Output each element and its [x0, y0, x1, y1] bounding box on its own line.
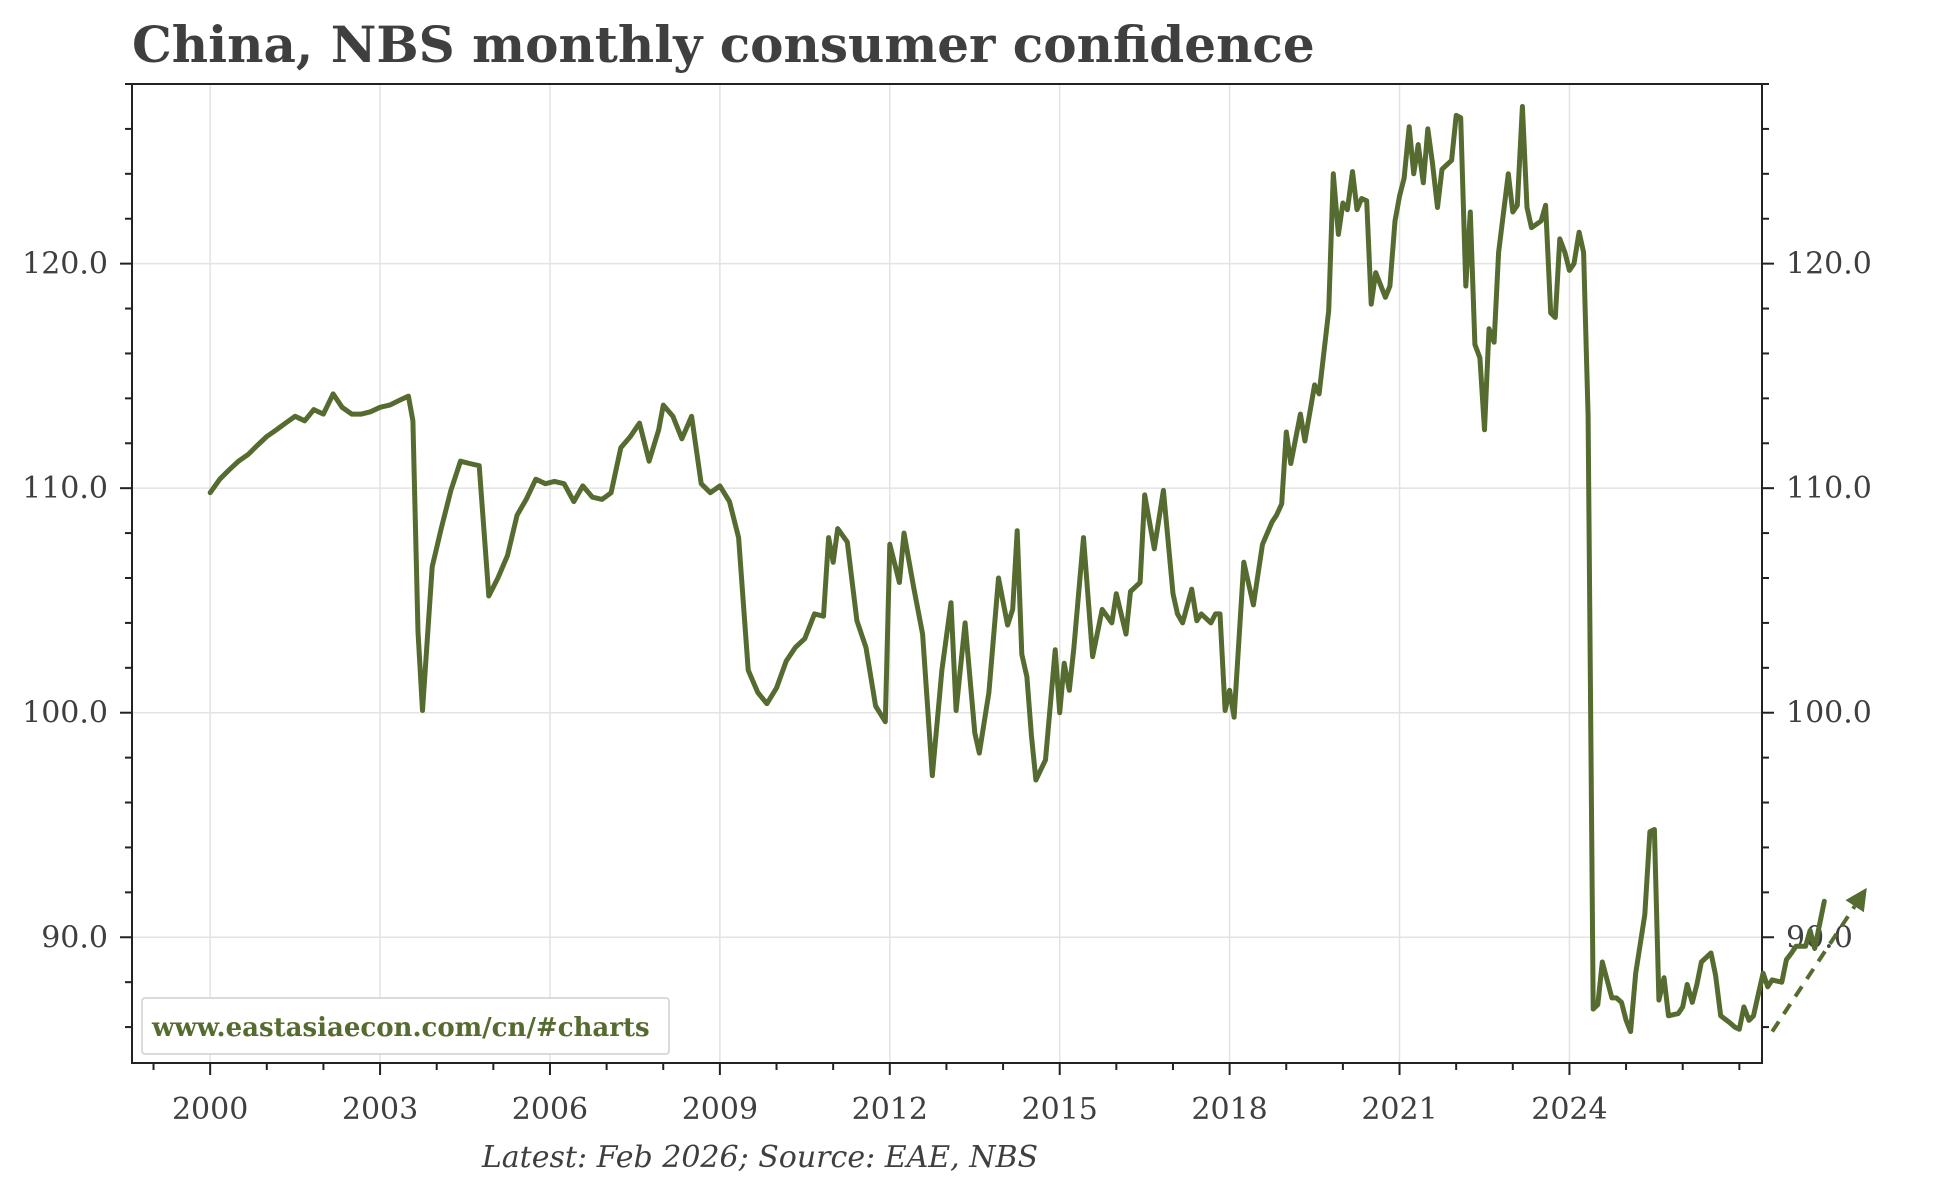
plot-frame	[131, 83, 1763, 1064]
y-tick-label-right: 100.0	[1786, 696, 1872, 731]
source-note: Latest: Feb 2026; Source: EAE, NBS	[481, 1140, 1038, 1175]
gridlines	[132, 84, 1762, 1063]
watermark-url: www.eastasiaecon.com/cn/#charts	[151, 1013, 650, 1043]
x-tick-label: 2000	[172, 1092, 248, 1127]
y-tick-label-left: 100.0	[22, 696, 108, 731]
x-tick-label: 2024	[1531, 1092, 1607, 1127]
trend-arrow-line	[1770, 905, 1857, 1033]
x-tick-label: 2009	[682, 1092, 758, 1127]
x-tick-label: 2018	[1191, 1092, 1267, 1127]
y-tick-label-right: 110.0	[1786, 471, 1872, 506]
series-line	[207, 104, 1827, 1035]
x-tick-label: 2012	[852, 1092, 928, 1127]
x-tick-label: 2015	[1022, 1092, 1098, 1127]
y-tick-label-right: 120.0	[1786, 247, 1872, 282]
x-tick-label: 2003	[342, 1092, 418, 1127]
y-axis-labels-left: 90.0 100.0 110.0 120.0	[22, 247, 108, 956]
chart-title: China, NBS monthly consumer confidence	[132, 15, 1315, 74]
y-tick-label-left: 120.0	[22, 247, 108, 282]
watermark-frame	[141, 997, 670, 1055]
series-layer	[207, 104, 1867, 1035]
axis-ticks	[120, 83, 1774, 1075]
x-tick-label: 2006	[512, 1092, 588, 1127]
watermark-box: www.eastasiaecon.com/cn/#charts	[141, 997, 670, 1055]
y-tick-label-left: 110.0	[22, 471, 108, 506]
x-tick-label: 2021	[1361, 1092, 1437, 1127]
trend-arrow-head	[1845, 887, 1867, 913]
x-axis-labels: 2000 2003 2006 2009 2012 2015 2018 2021 2024	[172, 1092, 1608, 1127]
y-tick-label-left: 90.0	[41, 920, 108, 955]
